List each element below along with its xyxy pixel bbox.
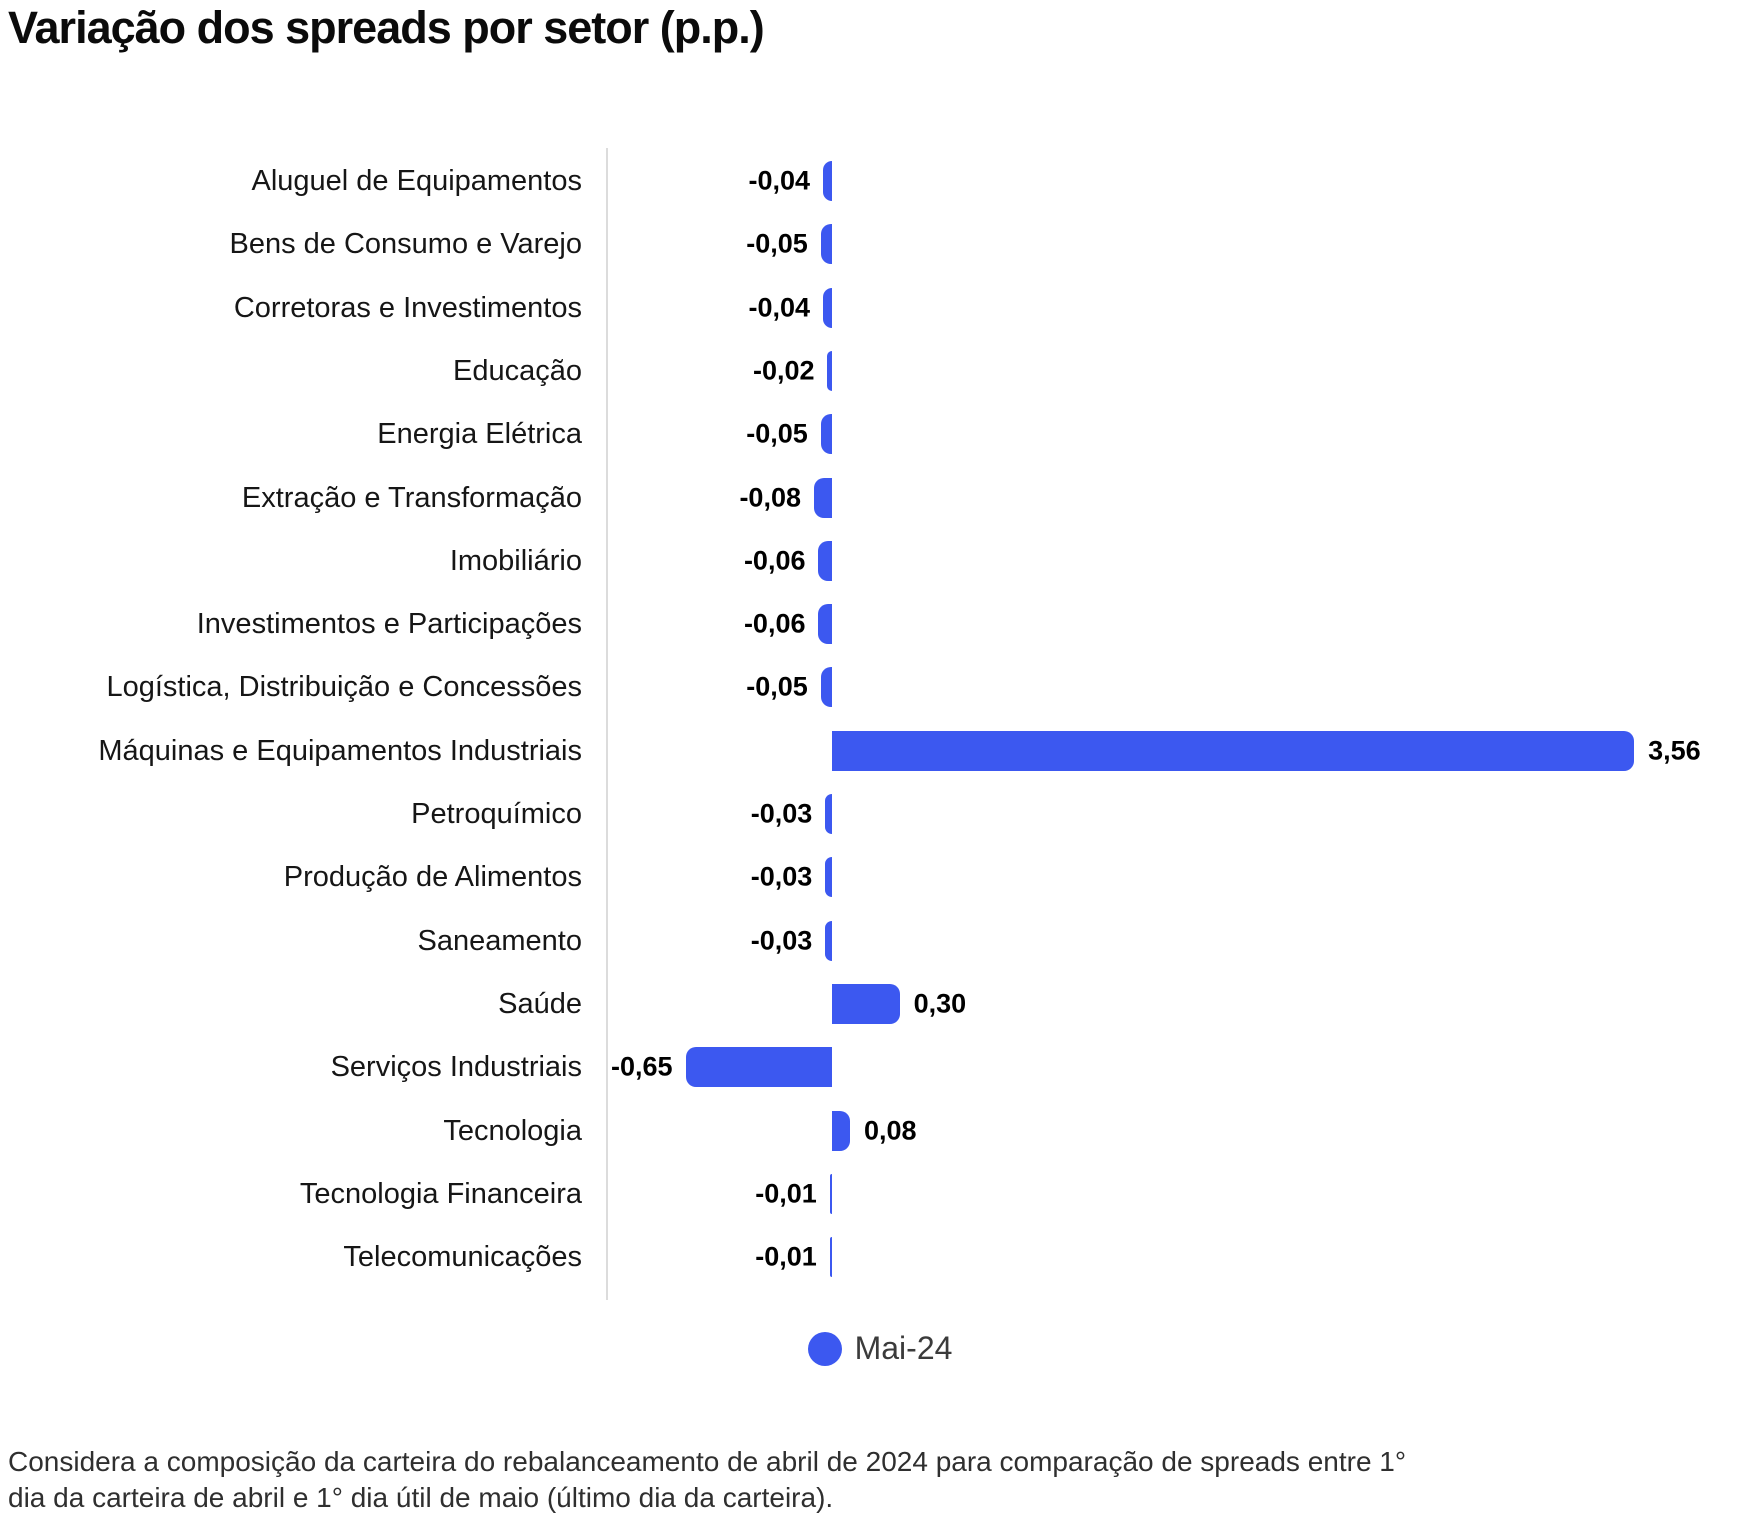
- category-label: Tecnologia Financeira: [299, 1177, 582, 1210]
- value-label: -0,02: [752, 355, 815, 386]
- value-label: -0,03: [750, 798, 813, 829]
- chart-title: Variação dos spreads por setor (p.p.): [8, 2, 765, 53]
- bar-6[interactable]: [813, 477, 832, 518]
- category-label: Saneamento: [417, 924, 582, 957]
- category-label: Extração e Transformação: [241, 481, 582, 514]
- bar-18[interactable]: [829, 1237, 832, 1278]
- value-label: -0,05: [746, 228, 808, 259]
- chart-legend[interactable]: Mai-24: [0, 1330, 1760, 1367]
- category-label: Produção de Alimentos: [283, 861, 582, 894]
- category-label: Petroquímico: [411, 798, 582, 830]
- bar-2[interactable]: [820, 224, 832, 265]
- bar-14[interactable]: [832, 983, 900, 1024]
- value-label: -0,03: [750, 861, 813, 892]
- category-label: Aluguel de Equipamentos: [251, 165, 582, 197]
- category-label: Investimentos e Participações: [196, 608, 582, 641]
- value-label: -0,01: [755, 1178, 817, 1209]
- value-label: 3,56: [1648, 735, 1701, 766]
- category-label: Logística, Distribuição e Concessões: [106, 671, 582, 704]
- category-label: Energia Elétrica: [377, 418, 582, 451]
- bar-16[interactable]: [832, 1110, 851, 1151]
- bar-1[interactable]: [822, 161, 832, 201]
- footnote-line-2: dia da carteira de abril e 1° dia útil d…: [8, 1482, 834, 1513]
- category-label: Telecomunicações: [343, 1241, 582, 1274]
- value-label: -0,05: [746, 671, 808, 702]
- bar-4[interactable]: [827, 350, 832, 391]
- value-label: -0,65: [611, 1051, 673, 1082]
- category-label: Corretoras e Investimentos: [233, 291, 582, 324]
- chart-footnote: Considera a composição da carteira do re…: [8, 1444, 1738, 1516]
- value-label: 0,30: [913, 988, 967, 1019]
- bar-12[interactable]: [825, 857, 832, 898]
- value-label: -0,06: [743, 545, 806, 576]
- bar-15[interactable]: [685, 1047, 832, 1088]
- value-label: -0,05: [746, 418, 808, 449]
- bar-8[interactable]: [818, 604, 832, 645]
- category-label: Tecnologia: [443, 1114, 582, 1147]
- y-axis-line: [606, 148, 608, 1300]
- value-label: -0,06: [743, 608, 806, 639]
- bar-17[interactable]: [829, 1173, 832, 1214]
- value-label: -0,04: [748, 292, 810, 323]
- legend-label: Mai-24: [854, 1330, 953, 1366]
- value-label: 0,08: [864, 1115, 917, 1145]
- footnote-line-1: Considera a composição da carteira do re…: [8, 1446, 1407, 1477]
- bar-11[interactable]: [825, 794, 832, 834]
- bar-13[interactable]: [825, 920, 832, 961]
- bar-3[interactable]: [822, 287, 832, 328]
- value-label: -0,01: [755, 1241, 817, 1272]
- category-label: Máquinas e Equipamentos Industriais: [98, 734, 582, 767]
- category-label: Imobiliário: [449, 544, 582, 577]
- category-label: Bens de Consumo e Varejo: [229, 228, 582, 261]
- bar-7[interactable]: [818, 540, 832, 581]
- category-label: Saúde: [498, 987, 582, 1020]
- value-label: -0,03: [750, 925, 813, 956]
- legend-swatch-icon: [807, 1331, 842, 1366]
- bar-9[interactable]: [820, 667, 832, 708]
- bar-10[interactable]: [832, 730, 1635, 771]
- value-label: -0,04: [748, 165, 810, 196]
- value-label: -0,08: [739, 482, 801, 512]
- category-label: Serviços Industriais: [330, 1051, 582, 1084]
- bar-5[interactable]: [820, 414, 832, 455]
- category-label: Educação: [453, 354, 582, 387]
